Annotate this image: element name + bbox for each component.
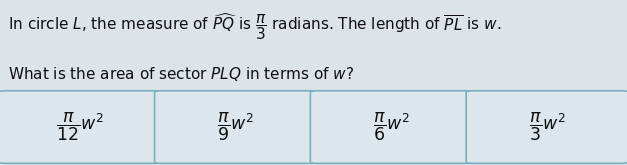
Text: What is the area of sector $\mathit{PLQ}$ in terms of $\mathit{w}$?: What is the area of sector $\mathit{PLQ}… <box>8 65 354 83</box>
Text: $\dfrac{\pi}{3}\mathit{w}^2$: $\dfrac{\pi}{3}\mathit{w}^2$ <box>529 111 566 143</box>
FancyBboxPatch shape <box>0 91 161 163</box>
Text: $\dfrac{\pi}{9}\mathit{w}^2$: $\dfrac{\pi}{9}\mathit{w}^2$ <box>217 111 254 143</box>
Text: $\dfrac{\pi}{12}\mathit{w}^2$: $\dfrac{\pi}{12}\mathit{w}^2$ <box>56 111 103 143</box>
FancyBboxPatch shape <box>466 91 627 163</box>
Text: $\dfrac{\pi}{6}\mathit{w}^2$: $\dfrac{\pi}{6}\mathit{w}^2$ <box>373 111 410 143</box>
Text: In circle $\mathit{L}$, the measure of $\widehat{PQ}$ is $\dfrac{\pi}{3}$ radian: In circle $\mathit{L}$, the measure of $… <box>8 11 502 42</box>
FancyBboxPatch shape <box>310 91 473 163</box>
FancyBboxPatch shape <box>154 91 317 163</box>
